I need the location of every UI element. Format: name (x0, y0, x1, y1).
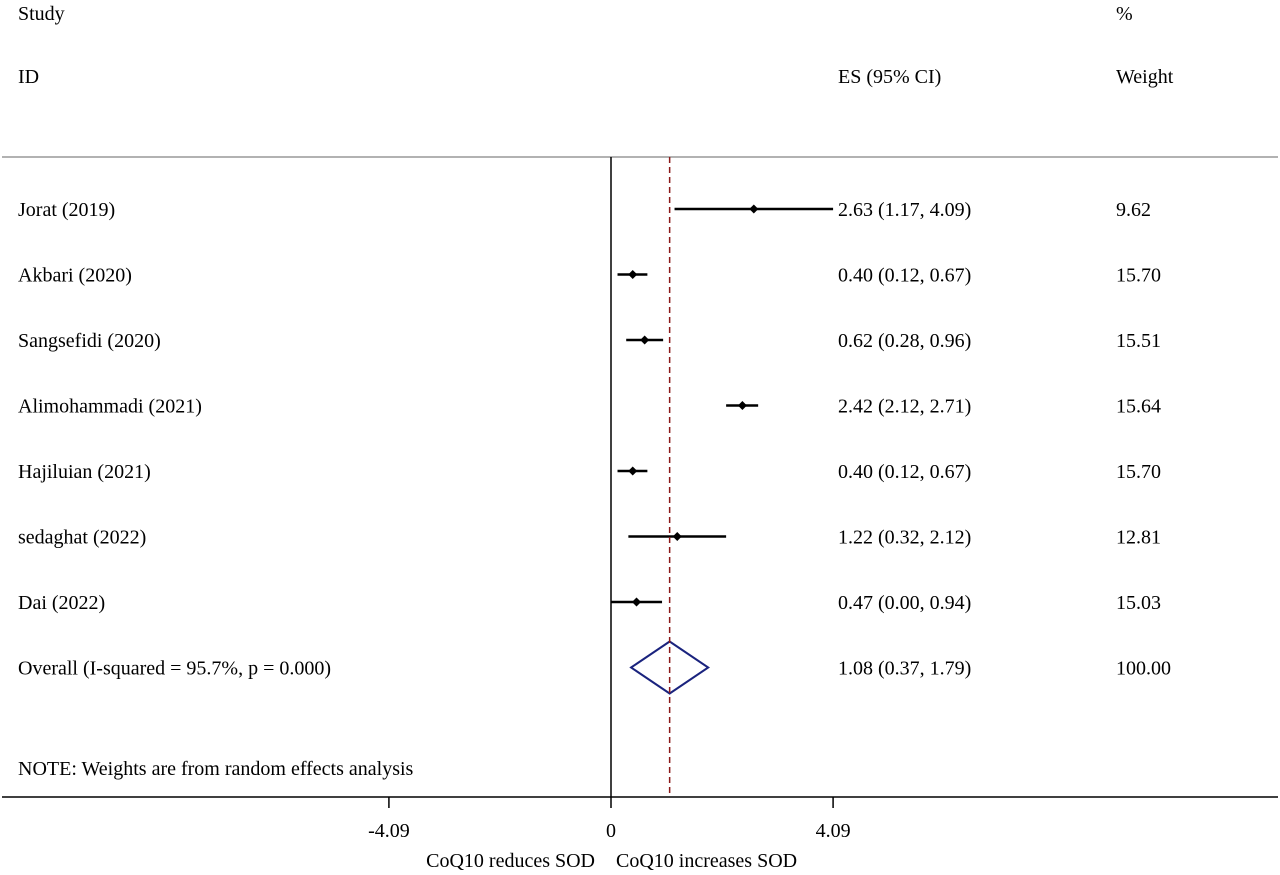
header-weight: Weight (1116, 66, 1174, 88)
header-id: ID (18, 66, 39, 88)
study-2-es-ci: 0.40 (0.12, 0.67) (838, 265, 971, 287)
study-7-point (632, 597, 642, 607)
study-5-weight: 15.70 (1116, 461, 1161, 483)
x-tick-label-1: -4.09 (368, 820, 410, 842)
study-1-label: Jorat (2019) (18, 199, 115, 221)
study-6-weight: 12.81 (1116, 527, 1161, 549)
study-1-weight: 9.62 (1116, 199, 1151, 221)
study-3-weight: 15.51 (1116, 330, 1161, 352)
x-tick-label-3: 4.09 (816, 820, 851, 842)
study-4-label: Alimohammadi (2021) (18, 396, 202, 418)
study-1-es-ci: 2.63 (1.17, 4.09) (838, 199, 971, 221)
study-6-label: sedaghat (2022) (18, 527, 146, 549)
study-5-es-ci: 0.40 (0.12, 0.67) (838, 461, 971, 483)
study-7-es-ci: 0.47 (0.00, 0.94) (838, 592, 971, 614)
study-2-point (628, 270, 638, 279)
x-axis-left-label: CoQ10 reduces SOD (426, 850, 595, 872)
overall-es-ci: 1.08 (0.37, 1.79) (838, 658, 971, 680)
study-1-point (749, 204, 759, 214)
study-2-label: Akbari (2020) (18, 265, 132, 287)
study-3-es-ci: 0.62 (0.28, 0.96) (838, 330, 971, 352)
study-4-point (737, 401, 747, 410)
study-5-point (628, 466, 638, 476)
study-6-point (672, 532, 682, 541)
study-rows: Jorat (2019) 2.63 (1.17, 4.09) 9.62 Akbari … (18, 199, 1171, 695)
study-7-weight: 15.03 (1116, 592, 1161, 614)
overall-label: Overall (I-squared = 95.7%, p = 0.000) (18, 658, 331, 680)
study-3-label: Sangsefidi (2020) (18, 330, 161, 352)
overall-diamond (629, 640, 710, 695)
x-tick-label-2: 0 (606, 820, 616, 842)
x-axis-right-label: CoQ10 increases SOD (616, 850, 797, 872)
study-2-weight: 15.70 (1116, 265, 1161, 287)
overall-weight: 100.00 (1116, 658, 1171, 680)
study-5-label: Hajiluian (2021) (18, 461, 151, 483)
header-es-ci: ES (95% CI) (838, 66, 941, 88)
study-6-es-ci: 1.22 (0.32, 2.12) (838, 527, 971, 549)
study-3-point (640, 335, 650, 345)
header-study: Study (18, 3, 65, 25)
study-4-es-ci: 2.42 (2.12, 2.71) (838, 396, 971, 418)
note-text: NOTE: Weights are from random effects an… (18, 758, 414, 780)
x-axis: -4.09 0 4.09 CoQ10 reduces SOD CoQ10 increas… (2, 157, 1278, 872)
header-percent: % (1116, 3, 1133, 25)
study-4-weight: 15.64 (1116, 396, 1161, 418)
study-7-label: Dai (2022) (18, 592, 105, 614)
